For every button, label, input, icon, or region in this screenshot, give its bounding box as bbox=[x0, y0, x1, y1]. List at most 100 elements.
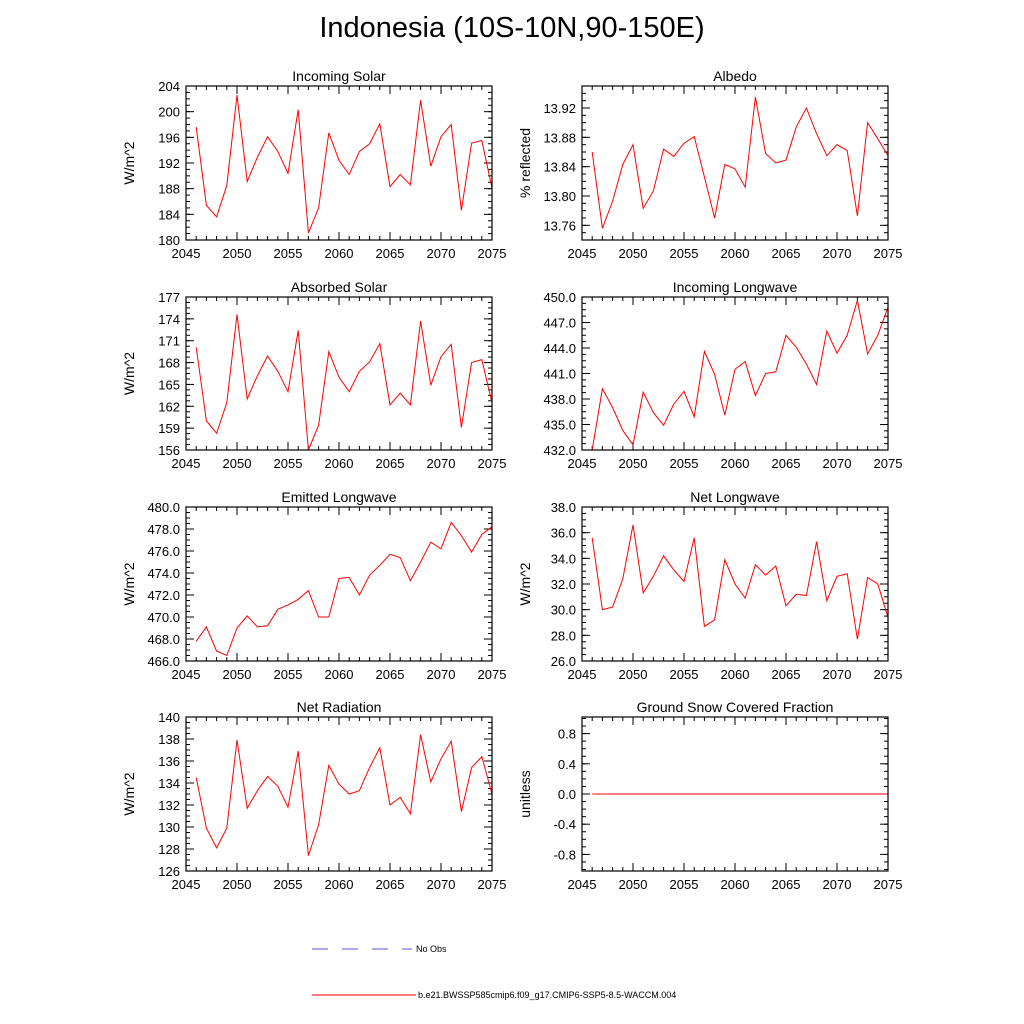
y-tick-label: 470.0 bbox=[147, 610, 180, 625]
y-axis-label: unitless bbox=[517, 770, 533, 817]
y-tick-label: 438.0 bbox=[543, 392, 576, 407]
series-line bbox=[195, 521, 493, 657]
chart-emitted-longwave: Emitted Longwave W/m^2 2045 2050 2055 2060 206… bbox=[121, 489, 507, 682]
x-tick-label: 2070 bbox=[427, 246, 456, 261]
y-tick-label: 444.0 bbox=[543, 341, 576, 356]
y-tick-label: 0.0 bbox=[558, 787, 576, 802]
y-tick-label: 171 bbox=[158, 334, 180, 349]
y-tick-label: 13.76 bbox=[543, 218, 576, 233]
y-tick-label: 204 bbox=[158, 79, 180, 94]
x-tick-label: 2060 bbox=[325, 667, 354, 682]
y-tick-label: 32.0 bbox=[551, 577, 576, 592]
x-tick-label: 2060 bbox=[325, 246, 354, 261]
y-tick-label: 165 bbox=[158, 377, 180, 392]
x-tick-label: 2070 bbox=[427, 667, 456, 682]
y-tick-label: 13.88 bbox=[543, 130, 576, 145]
x-tick-label: 2050 bbox=[223, 877, 252, 892]
chart-incoming-solar: Incoming Solar W/m^2 2045 2050 2055 2060 2065 2… bbox=[121, 68, 506, 261]
x-tick-label: 2065 bbox=[376, 877, 405, 892]
x-tick-label: 2075 bbox=[478, 456, 507, 471]
x-tick-label: 2045 bbox=[172, 456, 201, 471]
chart-title: Absorbed Solar bbox=[291, 279, 388, 295]
y-tick-label: 188 bbox=[158, 182, 180, 197]
y-tick-label: 128 bbox=[158, 842, 180, 857]
x-tick-label: 2075 bbox=[874, 667, 903, 682]
y-axis-label: W/m^2 bbox=[121, 352, 137, 395]
chart-title: Incoming Longwave bbox=[673, 279, 798, 295]
x-tick-label: 2055 bbox=[670, 456, 699, 471]
y-tick-label: 126 bbox=[158, 864, 180, 879]
series-line bbox=[195, 94, 493, 234]
y-axis-label: W/m^2 bbox=[121, 141, 137, 184]
y-axis-label: W/m^2 bbox=[121, 772, 137, 815]
x-tick-label: 2050 bbox=[619, 456, 648, 471]
chart-incoming-longwave: Incoming Longwave 2045 2050 2055 2060 2065 207… bbox=[543, 279, 902, 471]
y-tick-label: 472.0 bbox=[147, 588, 180, 603]
x-tick-label: 2050 bbox=[619, 877, 648, 892]
y-tick-label: 184 bbox=[158, 207, 180, 222]
x-tick-label: 2065 bbox=[772, 246, 801, 261]
y-tick-label: 432.0 bbox=[543, 443, 576, 458]
x-tick-label: 2065 bbox=[376, 246, 405, 261]
x-tick-label: 2070 bbox=[823, 667, 852, 682]
x-tick-label: 2075 bbox=[478, 667, 507, 682]
chart-title: Albedo bbox=[713, 68, 757, 84]
y-tick-label: 474.0 bbox=[147, 566, 180, 581]
x-tick-label: 2060 bbox=[721, 456, 750, 471]
x-tick-label: 2055 bbox=[274, 456, 303, 471]
x-tick-label: 2065 bbox=[772, 877, 801, 892]
y-tick-label: 13.92 bbox=[543, 101, 576, 116]
y-axis-label: W/m^2 bbox=[517, 562, 533, 605]
y-tick-label: 38.0 bbox=[551, 500, 576, 515]
x-tick-label: 2045 bbox=[172, 246, 201, 261]
y-tick-label: 156 bbox=[158, 443, 180, 458]
y-tick-label: -0.4 bbox=[554, 817, 576, 832]
x-tick-label: 2045 bbox=[568, 456, 597, 471]
chart-ground-snow-fraction: Ground Snow Covered Fraction unitless 2045… bbox=[517, 699, 902, 892]
plot-frame bbox=[581, 85, 889, 241]
plot-frame bbox=[581, 296, 889, 451]
x-tick-label: 2060 bbox=[721, 667, 750, 682]
x-tick-label: 2075 bbox=[874, 246, 903, 261]
y-tick-label: 192 bbox=[158, 156, 180, 171]
x-tick-label: 2055 bbox=[274, 246, 303, 261]
chart-net-radiation: Net Radiation W/m^2 2045 2050 2055 2060 2065 20… bbox=[121, 699, 506, 892]
x-tick-label: 2050 bbox=[223, 456, 252, 471]
x-tick-label: 2055 bbox=[670, 667, 699, 682]
x-tick-label: 2055 bbox=[274, 877, 303, 892]
y-tick-label: 136 bbox=[158, 754, 180, 769]
y-tick-label: 478.0 bbox=[147, 522, 180, 537]
chart-title: Net Longwave bbox=[690, 489, 780, 505]
x-tick-label: 2070 bbox=[823, 877, 852, 892]
x-tick-label: 2065 bbox=[772, 456, 801, 471]
x-tick-label: 2050 bbox=[619, 246, 648, 261]
legend-label-no-obs: No Obs bbox=[416, 944, 447, 954]
series-line bbox=[591, 96, 889, 229]
y-tick-label: 159 bbox=[158, 421, 180, 436]
x-tick-label: 2070 bbox=[427, 456, 456, 471]
x-tick-label: 2050 bbox=[619, 667, 648, 682]
x-tick-label: 2045 bbox=[172, 877, 201, 892]
y-tick-label: 174 bbox=[158, 312, 180, 327]
y-tick-label: 168 bbox=[158, 356, 180, 371]
plot-frame bbox=[581, 506, 889, 662]
y-tick-label: 130 bbox=[158, 820, 180, 835]
x-tick-label: 2050 bbox=[223, 246, 252, 261]
chart-absorbed-solar: Absorbed Solar W/m^2 2045 2050 2055 2060 2065 2… bbox=[121, 279, 507, 471]
y-tick-label: 200 bbox=[158, 105, 180, 120]
y-tick-label: 28.0 bbox=[551, 628, 576, 643]
y-tick-label: 476.0 bbox=[147, 544, 180, 559]
x-tick-label: 2055 bbox=[274, 667, 303, 682]
x-tick-label: 2070 bbox=[823, 456, 852, 471]
y-tick-label: 0.4 bbox=[558, 757, 576, 772]
y-tick-label: -0.8 bbox=[554, 847, 576, 862]
plot-frame bbox=[185, 716, 493, 872]
x-tick-label: 2050 bbox=[223, 667, 252, 682]
x-tick-label: 2060 bbox=[325, 877, 354, 892]
page-title: Indonesia (10S-10N,90-150E) bbox=[319, 12, 705, 44]
legend-label-model-run: b.e21.BWSSP585cmip6.f09_g17.CMIP6-SSP5-8… bbox=[418, 990, 677, 1000]
y-tick-label: 196 bbox=[158, 130, 180, 145]
x-tick-label: 2065 bbox=[772, 667, 801, 682]
y-tick-label: 447.0 bbox=[543, 316, 576, 331]
x-tick-label: 2065 bbox=[376, 667, 405, 682]
